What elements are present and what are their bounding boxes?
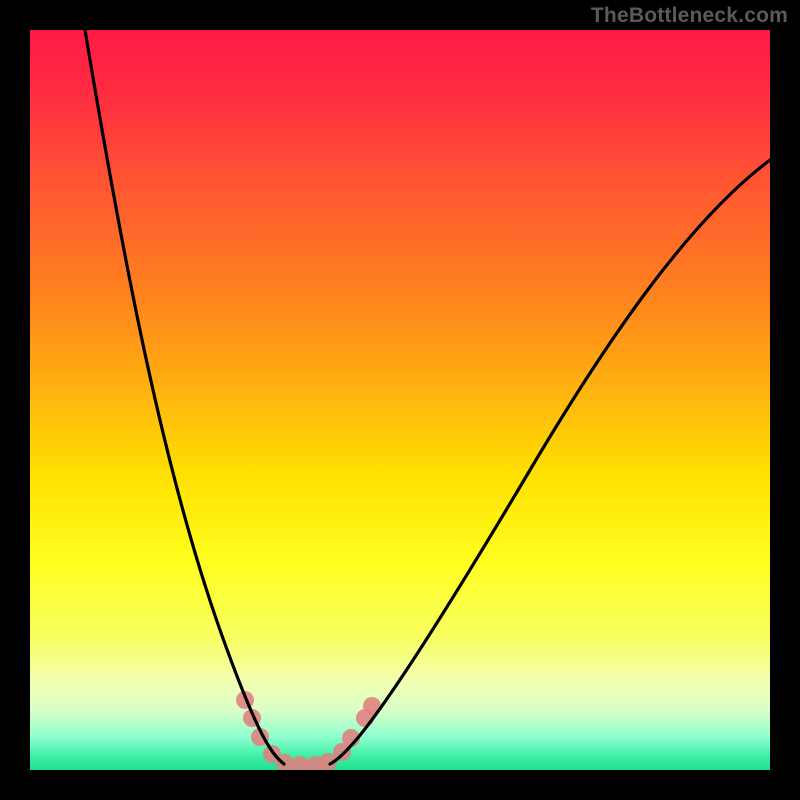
outer-frame: TheBottleneck.com bbox=[0, 0, 800, 800]
chart-svg bbox=[30, 30, 770, 770]
plot-area bbox=[30, 30, 770, 770]
watermark-text: TheBottleneck.com bbox=[591, 4, 788, 28]
gradient-background bbox=[30, 30, 770, 770]
